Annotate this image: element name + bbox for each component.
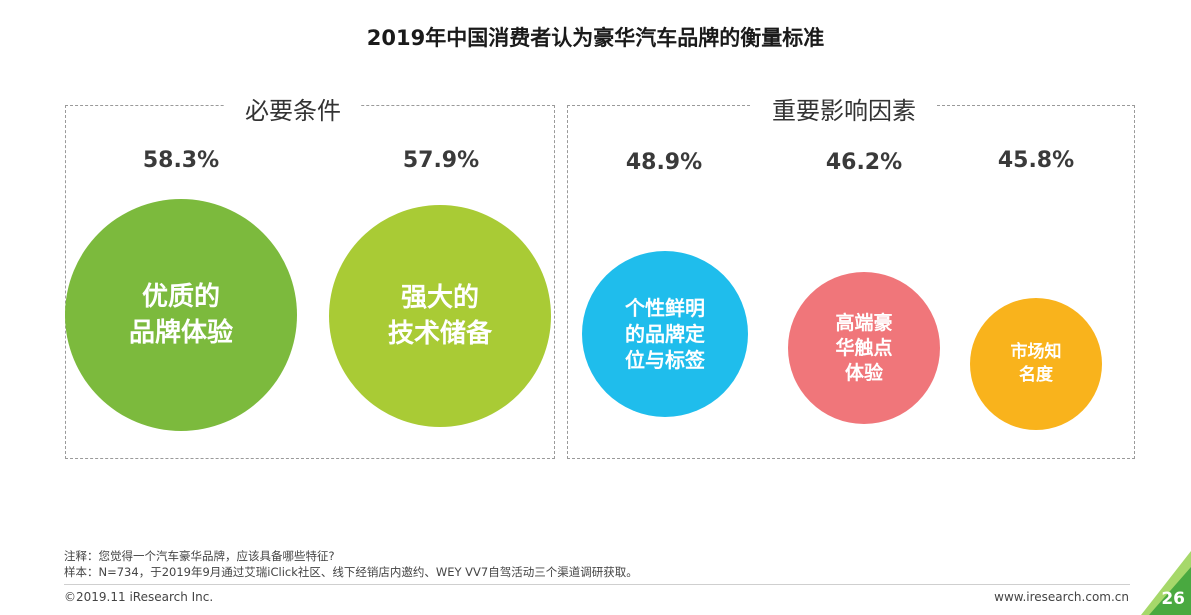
page-corner-decoration	[1141, 551, 1191, 615]
bubble-value-brand-experience: 58.3%	[142, 148, 220, 173]
note-line: 注释：您觉得一个汽车豪华品牌，应该具备哪些特征?	[64, 549, 335, 563]
bubble-label-market-awareness: 市场知 名度	[1010, 342, 1062, 385]
bubble-label-brand-experience: 优质的 品牌体验	[128, 282, 233, 348]
bubble-tech-reserve: 强大的 技术储备	[329, 205, 551, 427]
bubble-value-brand-positioning: 48.9%	[625, 150, 703, 175]
bubble-market-awareness: 市场知 名度	[970, 298, 1102, 430]
footer-divider	[64, 584, 1130, 585]
bubble-value-tech-reserve: 57.9%	[402, 148, 480, 173]
group-label-necessary: 必要条件	[225, 91, 361, 126]
bubble-value-luxury-touchpoint: 46.2%	[825, 150, 903, 175]
bubble-label-brand-positioning: 个性鲜明 的品牌定 位与标签	[625, 296, 705, 372]
corner-dark-triangle	[1149, 567, 1191, 615]
bubble-label-luxury-touchpoint: 高端豪 华触点 体验	[835, 311, 893, 384]
website-link[interactable]: www.iresearch.com.cn	[994, 590, 1129, 604]
group-label-important: 重要影响因素	[752, 91, 936, 126]
page-number: 26	[1161, 589, 1185, 609]
bubble-brand-positioning: 个性鲜明 的品牌定 位与标签	[582, 251, 748, 417]
chart-title: 2019年中国消费者认为豪华汽车品牌的衡量标准	[366, 26, 825, 50]
sample-line: 样本：N=734，于2019年9月通过艾瑞iClick社区、线下经销店内邀约、W…	[64, 565, 638, 579]
bubble-luxury-touchpoint: 高端豪 华触点 体验	[788, 272, 940, 424]
bubble-value-market-awareness: 45.8%	[997, 148, 1075, 173]
bubble-brand-experience: 优质的 品牌体验	[65, 199, 297, 431]
copyright-text: ©2019.11 iResearch Inc.	[64, 590, 214, 604]
bubble-label-tech-reserve: 强大的 技术储备	[387, 283, 492, 349]
